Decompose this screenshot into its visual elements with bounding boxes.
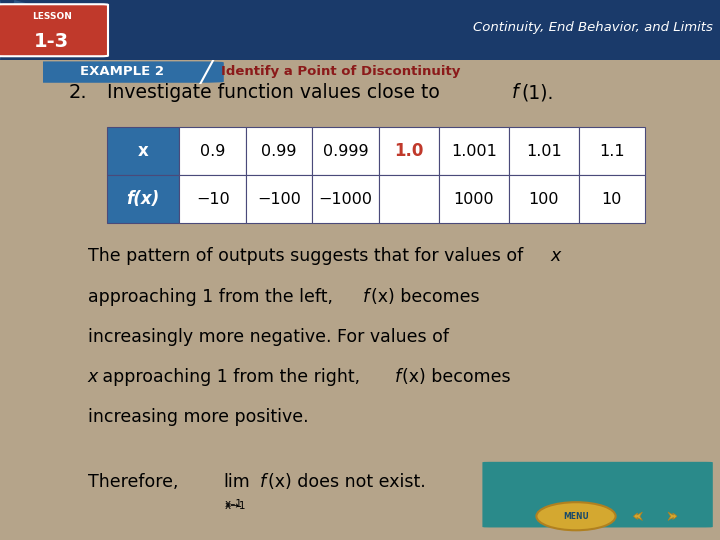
Text: increasing more positive.: increasing more positive. [88, 408, 308, 427]
Bar [107, 176, 179, 224]
Text: 2.: 2. [68, 84, 87, 103]
Bar [0, 497, 47, 540]
FancyBboxPatch shape [24, 62, 224, 83]
Text: approaching 1 from the right,: approaching 1 from the right, [97, 368, 366, 386]
Text: 1000: 1000 [454, 192, 495, 207]
Text: (x) becomes: (x) becomes [371, 288, 480, 306]
FancyArrowPatch shape [634, 512, 642, 521]
Ellipse shape [536, 502, 616, 530]
Text: Therefore,: Therefore, [88, 473, 178, 491]
Text: Investigate function values close to: Investigate function values close to [107, 84, 445, 103]
Text: 10: 10 [602, 192, 622, 207]
Text: −10: −10 [196, 192, 230, 207]
Bar [579, 176, 645, 224]
Text: MENU: MENU [563, 512, 589, 521]
Text: LESSON: LESSON [32, 12, 72, 21]
FancyBboxPatch shape [482, 462, 713, 528]
Text: f: f [260, 473, 266, 491]
Text: 0.99: 0.99 [261, 144, 297, 159]
Bar [509, 176, 579, 224]
Text: f: f [363, 288, 369, 306]
Bar [379, 127, 439, 176]
Bar [312, 176, 379, 224]
Text: 0.999: 0.999 [323, 144, 369, 159]
FancyBboxPatch shape [0, 4, 108, 56]
Text: x: x [138, 142, 148, 160]
Text: (1).: (1). [521, 84, 554, 103]
Bar [509, 127, 579, 176]
Bar [379, 176, 439, 224]
Bar [579, 127, 645, 176]
Text: x–1: x–1 [225, 499, 243, 509]
Text: The pattern of outputs suggests that for values of: The pattern of outputs suggests that for… [88, 247, 528, 266]
Bar [179, 176, 246, 224]
Text: x: x [88, 368, 98, 386]
Text: lim: lim [224, 473, 251, 491]
Text: Identify a Point of Discontinuity: Identify a Point of Discontinuity [220, 65, 460, 78]
Text: 1.0: 1.0 [395, 142, 424, 160]
Text: increasingly more negative. For values of: increasingly more negative. For values o… [88, 328, 449, 346]
FancyArrowPatch shape [668, 512, 677, 521]
Text: (x) does not exist.: (x) does not exist. [268, 473, 426, 491]
Text: f(x): f(x) [127, 191, 160, 208]
Text: −1000: −1000 [319, 192, 373, 207]
Text: 0.9: 0.9 [200, 144, 225, 159]
Text: (x) becomes: (x) becomes [402, 368, 511, 386]
Text: −100: −100 [257, 192, 301, 207]
Bar [439, 127, 509, 176]
Text: 1.01: 1.01 [526, 144, 562, 159]
Bar [179, 127, 246, 176]
Text: Continuity, End Behavior, and Limits: Continuity, End Behavior, and Limits [473, 21, 713, 33]
Text: x: x [550, 247, 560, 266]
Text: x→1: x→1 [225, 501, 246, 511]
Bar [312, 127, 379, 176]
Bar [246, 176, 312, 224]
Text: f: f [395, 368, 401, 386]
Text: f: f [512, 84, 518, 103]
Text: 1.001: 1.001 [451, 144, 497, 159]
Text: approaching 1 from the left,: approaching 1 from the left, [88, 288, 338, 306]
Polygon shape [0, 0, 65, 60]
Text: EXAMPLE 2: EXAMPLE 2 [81, 65, 164, 78]
Bar [246, 127, 312, 176]
Text: 1-3: 1-3 [35, 32, 69, 51]
Bar [107, 127, 179, 176]
Bar [439, 176, 509, 224]
Text: 1.1: 1.1 [599, 144, 625, 159]
Text: 100: 100 [528, 192, 559, 207]
